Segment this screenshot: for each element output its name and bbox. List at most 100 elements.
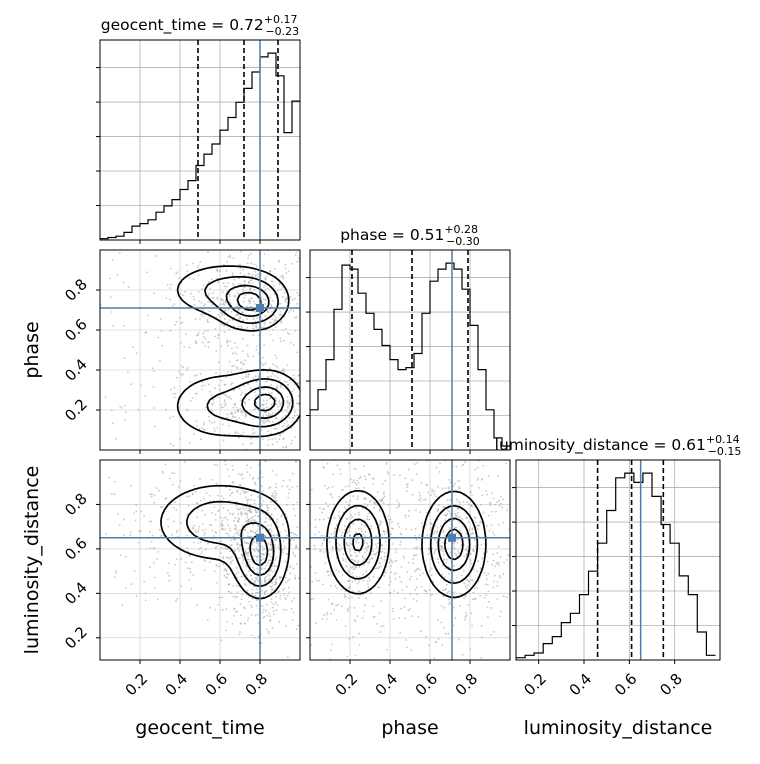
sample-point: [197, 542, 200, 544]
sample-point: [204, 303, 206, 306]
sample-point: [235, 359, 238, 362]
sample-point: [375, 535, 377, 538]
sample-point: [410, 575, 413, 578]
sample-point: [214, 608, 217, 611]
sample-point: [314, 622, 317, 625]
sample-point: [456, 480, 459, 483]
sample-point: [239, 267, 242, 269]
sample-point: [199, 478, 201, 481]
sample-point: [321, 544, 323, 547]
sample-point: [222, 282, 225, 285]
sample-point: [262, 264, 265, 267]
sample-point: [268, 632, 270, 635]
sample-point: [487, 590, 490, 593]
sample-point: [397, 522, 400, 525]
sample-point: [226, 468, 229, 471]
sample-point: [284, 576, 287, 579]
sample-point: [263, 298, 265, 301]
sample-point: [212, 296, 214, 299]
sample-point: [278, 261, 280, 263]
sample-point: [416, 593, 418, 596]
sample-point: [222, 423, 224, 426]
sample-point: [447, 487, 450, 490]
sample-point: [143, 515, 146, 518]
sample-point: [324, 562, 327, 564]
sample-point: [284, 300, 287, 303]
sample-point: [176, 376, 178, 379]
sample-point: [366, 515, 369, 518]
sample-point: [441, 541, 444, 544]
sample-point: [153, 501, 156, 504]
sample-point: [291, 298, 294, 301]
sample-point: [218, 565, 220, 568]
sample-point: [331, 549, 334, 552]
sample-point: [358, 477, 361, 480]
sample-point: [263, 286, 265, 288]
sample-point: [229, 256, 232, 259]
sample-point: [269, 615, 272, 618]
sample-point: [341, 574, 344, 576]
sample-point: [296, 546, 298, 549]
sample-point: [452, 606, 455, 609]
sample-point: [227, 308, 229, 311]
sample-point: [388, 518, 390, 521]
sample-point: [458, 605, 461, 607]
sample-point: [484, 583, 487, 586]
sample-point: [469, 490, 472, 492]
sample-point: [361, 617, 364, 619]
sample-point: [286, 364, 289, 366]
sample-point: [276, 366, 279, 369]
sample-point: [226, 547, 229, 550]
sample-point: [183, 346, 186, 348]
sample-point: [442, 529, 445, 532]
sample-point: [191, 493, 194, 496]
sample-point: [374, 503, 377, 506]
sample-point: [344, 485, 347, 488]
sample-point: [236, 489, 239, 492]
sample-point: [471, 579, 474, 582]
sample-point: [366, 504, 369, 507]
sample-point: [342, 553, 345, 555]
sample-point: [356, 615, 359, 617]
sample-point: [295, 628, 298, 630]
sample-point: [485, 594, 488, 597]
sample-point: [505, 462, 508, 465]
sample-point: [254, 482, 256, 484]
sample-point: [197, 530, 200, 533]
sample-point: [137, 541, 140, 544]
sample-point: [229, 562, 232, 565]
sample-point: [276, 603, 278, 606]
sample-point: [453, 547, 456, 550]
sample-point: [252, 585, 255, 588]
sample-point: [150, 495, 153, 498]
sample-point: [261, 549, 264, 551]
sample-point: [204, 513, 207, 516]
sample-point: [198, 525, 201, 528]
injection-marker: [256, 304, 264, 312]
hist-step-phase: [310, 262, 510, 450]
sample-point: [266, 371, 269, 373]
sample-point: [268, 392, 271, 394]
sample-point: [237, 513, 240, 515]
sample-point: [254, 271, 256, 273]
sample-point: [224, 394, 227, 397]
sample-point: [415, 578, 418, 580]
sample-point: [201, 509, 204, 512]
sample-point: [135, 595, 138, 597]
sample-point: [283, 370, 286, 372]
sample-point: [186, 367, 189, 369]
sample-point: [248, 561, 251, 564]
sample-point: [413, 546, 416, 549]
sample-point: [507, 554, 510, 557]
sample-point: [166, 572, 169, 574]
sample-point: [292, 611, 295, 614]
sample-point: [388, 583, 390, 586]
sample-point: [298, 257, 300, 260]
sample-point: [497, 564, 500, 566]
sample-point: [176, 597, 179, 600]
sample-point: [183, 460, 186, 463]
sample-point: [292, 417, 295, 420]
sample-point: [374, 543, 377, 546]
sample-point: [240, 410, 242, 413]
sample-point: [251, 592, 254, 595]
